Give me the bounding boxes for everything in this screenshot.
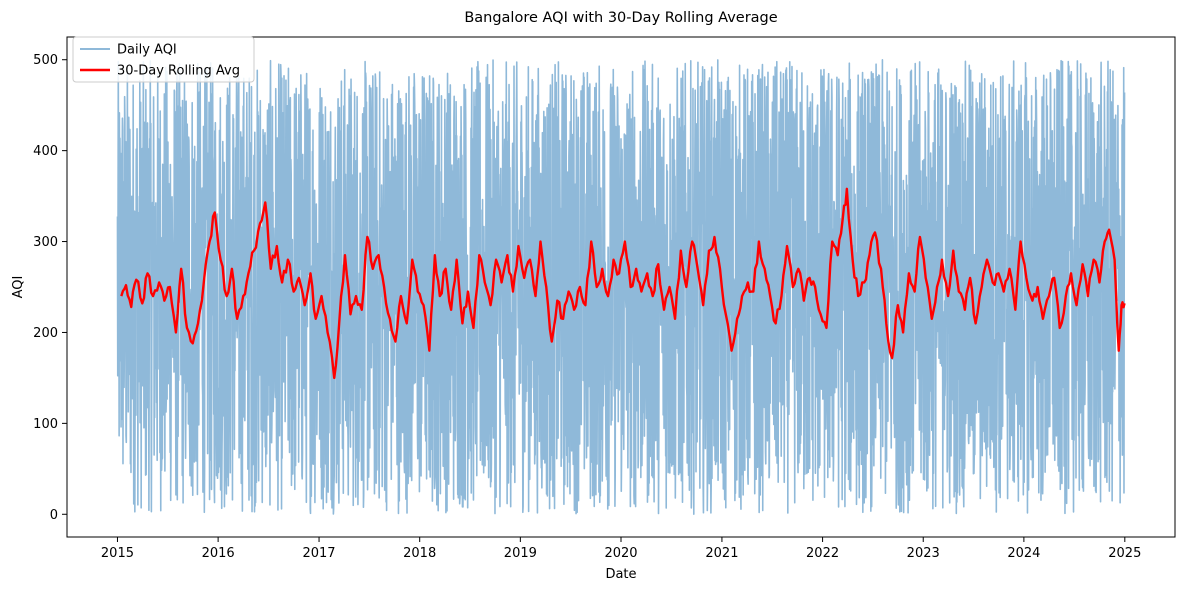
y-axis: 0 100 200 300 400 500	[33, 53, 67, 523]
x-tick-label: 2022	[806, 546, 839, 561]
x-tick-label: 2020	[604, 546, 637, 561]
x-tick-label: 2016	[202, 546, 235, 561]
x-axis: 2015 2016 2017 2018 2019 2020 2021 2022 2023 2024…	[101, 537, 1141, 561]
y-tick-label: 200	[33, 326, 58, 341]
y-axis-label: AQI	[11, 276, 26, 299]
series-30-day-rolling-avg	[120, 187, 1126, 380]
legend-box	[72, 36, 255, 83]
y-tick-label: 300	[33, 235, 58, 250]
legend: Daily AQI 30-Day Rolling Avg	[72, 36, 255, 83]
series-daily-aqi	[116, 59, 1126, 515]
x-tick-label: 2015	[101, 546, 134, 561]
x-tick-label: 2019	[504, 546, 537, 561]
x-tick-label: 2023	[907, 546, 940, 561]
x-tick-label: 2025	[1108, 546, 1141, 561]
x-tick-label: 2021	[705, 546, 738, 561]
daily-aqi-line	[116, 59, 1126, 515]
y-tick-label: 100	[33, 417, 58, 432]
x-tick-label: 2017	[302, 546, 335, 561]
x-axis-label: Date	[605, 567, 636, 582]
y-tick-label: 0	[50, 508, 58, 523]
rolling-avg-line	[120, 187, 1126, 380]
x-tick-label: 2018	[403, 546, 436, 561]
legend-label-daily-aqi: Daily AQI	[117, 43, 177, 58]
chart-title: Bangalore AQI with 30-Day Rolling Averag…	[464, 10, 777, 26]
y-tick-label: 500	[33, 53, 58, 68]
x-tick-label: 2024	[1007, 546, 1040, 561]
legend-label-30-day-rolling-avg: 30-Day Rolling Avg	[117, 64, 240, 79]
y-tick-label: 400	[33, 144, 58, 159]
plot-area	[66, 36, 1176, 538]
